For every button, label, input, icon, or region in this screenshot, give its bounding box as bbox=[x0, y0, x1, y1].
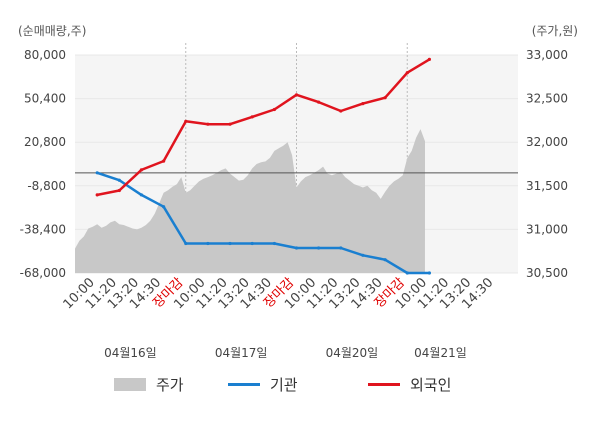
legend-line-외국인 bbox=[368, 383, 400, 386]
left-tick-label: 80,000 bbox=[24, 48, 66, 62]
point-외국인-8 bbox=[272, 107, 276, 112]
left-tick-label: -38,400 bbox=[20, 222, 66, 236]
left-tick-label: 50,400 bbox=[24, 92, 66, 106]
right-tick-label: 31,000 bbox=[526, 222, 568, 236]
legend-label-주가: 주가 bbox=[156, 376, 184, 394]
point-기관-9 bbox=[294, 246, 299, 250]
right-axis-ticks: 33,000 32,500 32,000 31,500 31,000 30,500 bbox=[526, 48, 568, 280]
point-기관-5 bbox=[206, 241, 210, 246]
point-기관-15 bbox=[427, 271, 431, 275]
point-기관-10 bbox=[317, 246, 321, 250]
point-외국인-11 bbox=[339, 109, 343, 113]
point-기관-13 bbox=[383, 258, 387, 262]
point-기관-1 bbox=[117, 178, 121, 182]
right-tick-label: 30,500 bbox=[526, 266, 568, 280]
point-외국인-4 bbox=[184, 119, 188, 123]
right-tick-label: 31,500 bbox=[526, 179, 568, 193]
left-axis-ticks: 80,000 50,400 20,800 -8,800 -38,400 -68,000 bbox=[20, 48, 66, 280]
point-외국인-12 bbox=[361, 102, 365, 106]
point-외국인-6 bbox=[228, 122, 232, 126]
point-외국인-15 bbox=[427, 57, 431, 62]
point-기관-8 bbox=[272, 241, 276, 246]
point-외국인-14 bbox=[405, 71, 409, 75]
legend-label-기관: 기관 bbox=[270, 376, 298, 394]
point-기관-3 bbox=[162, 205, 166, 209]
point-기관-14 bbox=[405, 271, 409, 275]
right-tick-label: 32,000 bbox=[526, 135, 568, 149]
point-기관-7 bbox=[250, 241, 254, 246]
right-tick-label: 33,000 bbox=[526, 48, 568, 62]
point-외국인-7 bbox=[250, 115, 254, 119]
right-axis-unit: (주가,원) bbox=[532, 24, 578, 38]
series-line-외국인 bbox=[96, 58, 431, 197]
point-기관-0 bbox=[95, 171, 99, 175]
left-tick-label: -8,800 bbox=[27, 179, 66, 193]
point-외국인-13 bbox=[383, 96, 387, 100]
point-기관-11 bbox=[339, 246, 343, 250]
legend-line-기관 bbox=[228, 383, 260, 386]
point-외국인-1 bbox=[117, 188, 121, 193]
date-label: 04월20일 bbox=[326, 346, 379, 360]
point-외국인-9 bbox=[294, 93, 299, 97]
date-label: 04월21일 bbox=[414, 346, 467, 360]
point-외국인-10 bbox=[317, 100, 321, 104]
left-axis-unit: (순매매량,주) bbox=[18, 24, 86, 38]
point-외국인-0 bbox=[95, 193, 99, 197]
date-label: 04월17일 bbox=[215, 346, 268, 360]
point-외국인-3 bbox=[162, 159, 166, 163]
point-외국인-5 bbox=[206, 122, 210, 126]
point-외국인-2 bbox=[139, 168, 143, 172]
point-기관-6 bbox=[228, 241, 232, 246]
legend-swatch-주가 bbox=[114, 378, 146, 391]
left-tick-label: 20,800 bbox=[24, 135, 66, 149]
x-axis-ticks: 10:0011:2013:2014:30장마감10:0011:2013:2014… bbox=[61, 275, 497, 312]
price-area bbox=[75, 129, 425, 273]
point-기관-12 bbox=[361, 253, 365, 257]
point-기관-2 bbox=[139, 193, 143, 197]
point-기관-4 bbox=[184, 241, 188, 246]
legend-label-외국인: 외국인 bbox=[410, 376, 451, 394]
series-line-기관 bbox=[96, 171, 430, 275]
series-markers bbox=[95, 57, 431, 275]
date-labels: 04월16일 04월17일 04월20일 04월21일 bbox=[104, 346, 467, 360]
right-tick-label: 32,500 bbox=[526, 92, 568, 106]
date-label: 04월16일 bbox=[104, 346, 157, 360]
legend: 주가 기관 외국인 bbox=[114, 376, 451, 394]
left-tick-label: -68,000 bbox=[20, 266, 66, 280]
